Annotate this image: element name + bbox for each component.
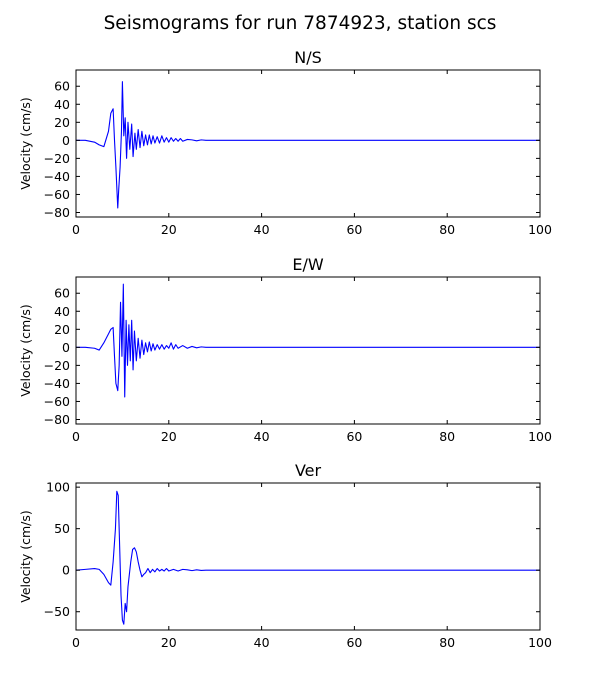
- x-tick-label: 0: [72, 635, 80, 650]
- x-tick-label: 20: [161, 635, 177, 650]
- y-tick-label: 60: [54, 286, 70, 301]
- y-tick-label: 50: [54, 521, 70, 536]
- x-tick-label: 100: [528, 635, 552, 650]
- x-tick-label: 80: [439, 429, 455, 444]
- x-tick-label: 60: [346, 222, 362, 237]
- y-tick-label: 40: [54, 304, 70, 319]
- series-line: [76, 490, 540, 625]
- panel-title: Ver: [295, 461, 322, 480]
- y-tick-label: −20: [44, 358, 70, 373]
- x-tick-label: 80: [439, 222, 455, 237]
- y-axis-label: Velocity (cm/s): [18, 97, 33, 190]
- x-tick-label: 0: [72, 429, 80, 444]
- y-tick-label: 40: [54, 97, 70, 112]
- y-tick-label: 20: [54, 115, 70, 130]
- x-tick-label: 100: [528, 222, 552, 237]
- figure-title: Seismograms for run 7874923, station scs: [104, 13, 497, 34]
- x-tick-label: 100: [528, 429, 552, 444]
- panel-3: Ver 0 20 40 60 80 100 100 50 0 −50 Velocity (cm/s): [18, 461, 552, 650]
- x-tick-label: 40: [254, 635, 270, 650]
- y-tick-label: 0: [62, 563, 70, 578]
- y-tick-label: −40: [44, 376, 70, 391]
- y-tick-label: −80: [44, 205, 70, 220]
- y-axis-label: Velocity (cm/s): [18, 510, 33, 603]
- x-tick-label: 40: [254, 222, 270, 237]
- panels: N/S 0 20 40 60 80 100 60 40 20 0 −20 −40 −60 −80 Veloci…: [18, 48, 552, 650]
- y-tick-label: 100: [46, 480, 70, 495]
- y-tick-label: 20: [54, 322, 70, 337]
- x-tick-label: 60: [346, 429, 362, 444]
- y-tick-label: 0: [62, 133, 70, 148]
- x-tick-label: 40: [254, 429, 270, 444]
- panel-2: E/W 0 20 40 60 80 100 60 40 20 0 −20 −40 −60 −80 Veloci…: [18, 255, 552, 444]
- y-tick-label: −80: [44, 412, 70, 427]
- series-line: [76, 283, 540, 398]
- y-tick-label: −20: [44, 151, 70, 166]
- axes-frame: [75, 482, 541, 631]
- y-tick-label: −40: [44, 169, 70, 184]
- x-tick-label: 20: [161, 222, 177, 237]
- y-tick-label: −50: [44, 604, 70, 619]
- axes-frame: [75, 276, 541, 425]
- y-tick-label: −60: [44, 187, 70, 202]
- x-tick-label: 0: [72, 222, 80, 237]
- panel-1: N/S 0 20 40 60 80 100 60 40 20 0 −20 −40 −60 −80 Veloci…: [18, 48, 552, 237]
- panel-title: N/S: [294, 48, 322, 67]
- x-tick-label: 60: [346, 635, 362, 650]
- x-tick-label: 20: [161, 429, 177, 444]
- y-tick-label: 60: [54, 79, 70, 94]
- y-tick-label: −60: [44, 394, 70, 409]
- x-tick-label: 80: [439, 635, 455, 650]
- series-line: [76, 81, 540, 209]
- panel-title: E/W: [292, 255, 324, 274]
- y-axis-label: Velocity (cm/s): [18, 304, 33, 397]
- y-tick-label: 0: [62, 340, 70, 355]
- axes-frame: [75, 69, 541, 218]
